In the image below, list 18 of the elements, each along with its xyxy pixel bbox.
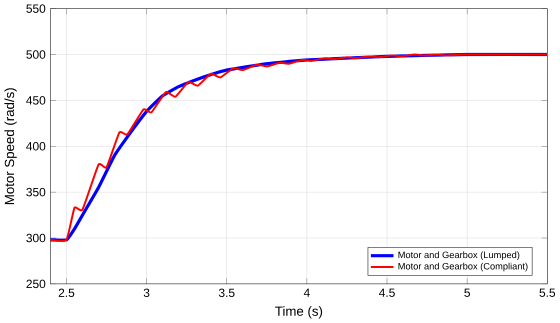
x-tick-label: 5 [464, 288, 470, 297]
y-tick-label: 250 [26, 280, 46, 288]
x-tick-label: 3 [144, 288, 150, 298]
y-axis-title: Motor Speed (rad/s) [4, 88, 17, 204]
x-tick-label: 4.5 [379, 288, 395, 297]
y-tick-label: 550 [26, 4, 46, 13]
x-tick-label: 5.5 [539, 288, 556, 297]
y-tick-label: 350 [26, 188, 46, 196]
x-tick-label: 4 [304, 288, 310, 297]
y-tick-label: 300 [26, 234, 46, 242]
y-tick-label: 450 [26, 96, 46, 105]
y-tick-label: 500 [26, 50, 46, 59]
x-tick-label: 2.5 [58, 288, 74, 298]
x-tick-label: 3.5 [218, 288, 235, 298]
y-tick-label: 400 [26, 142, 46, 151]
x-axis-title: Time (s) [275, 306, 322, 319]
legend-label: Motor and Gearbox (Lumped) [398, 251, 520, 260]
legend-label: Motor and Gearbox (Compliant) [398, 262, 528, 272]
